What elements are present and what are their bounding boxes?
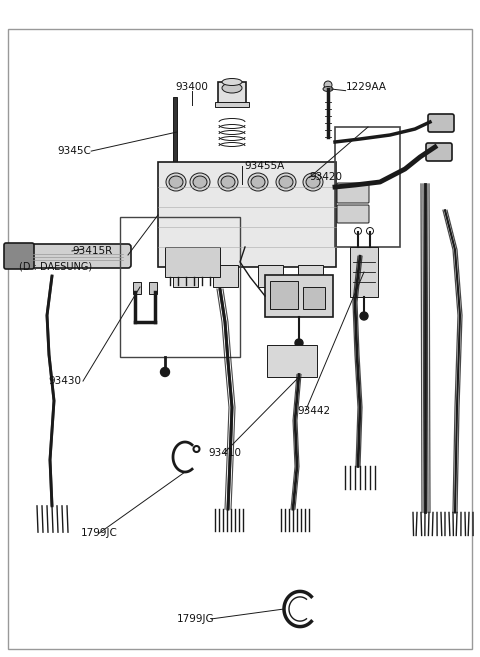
Circle shape xyxy=(295,339,303,347)
Circle shape xyxy=(360,312,368,320)
Text: 1799JG: 1799JG xyxy=(177,614,214,624)
Bar xyxy=(158,162,336,267)
Text: 93400: 93400 xyxy=(176,81,208,92)
Ellipse shape xyxy=(276,173,296,191)
FancyBboxPatch shape xyxy=(337,183,369,203)
FancyBboxPatch shape xyxy=(428,114,454,132)
Bar xyxy=(265,275,333,317)
Ellipse shape xyxy=(248,173,268,191)
FancyBboxPatch shape xyxy=(337,205,369,223)
Ellipse shape xyxy=(324,81,332,89)
Bar xyxy=(133,282,141,294)
Text: (D : DAESUNG): (D : DAESUNG) xyxy=(19,261,92,271)
Bar xyxy=(350,247,378,297)
Ellipse shape xyxy=(221,176,235,188)
Bar xyxy=(149,282,157,294)
Bar xyxy=(258,265,283,287)
Bar xyxy=(303,287,325,309)
Bar xyxy=(213,265,238,287)
Ellipse shape xyxy=(169,176,183,188)
Text: 93420: 93420 xyxy=(310,172,343,183)
Ellipse shape xyxy=(279,176,293,188)
Ellipse shape xyxy=(222,83,242,93)
Bar xyxy=(173,97,177,167)
Bar xyxy=(270,281,298,309)
Text: 93415R: 93415R xyxy=(72,246,112,256)
Bar xyxy=(218,82,246,104)
Bar xyxy=(335,127,400,247)
FancyBboxPatch shape xyxy=(426,143,452,161)
Bar xyxy=(267,345,317,377)
Bar xyxy=(215,102,249,107)
Ellipse shape xyxy=(193,176,207,188)
Text: 93455A: 93455A xyxy=(245,160,285,171)
Text: 93430: 93430 xyxy=(48,376,81,386)
Ellipse shape xyxy=(251,176,265,188)
Text: 9345C: 9345C xyxy=(57,146,91,156)
Ellipse shape xyxy=(166,173,186,191)
Ellipse shape xyxy=(218,173,238,191)
FancyBboxPatch shape xyxy=(25,244,131,268)
Text: 1799JC: 1799JC xyxy=(81,528,118,539)
Ellipse shape xyxy=(323,87,333,91)
Polygon shape xyxy=(173,167,177,175)
Text: 93410: 93410 xyxy=(209,448,242,459)
Ellipse shape xyxy=(303,173,323,191)
Bar xyxy=(165,247,220,277)
Bar xyxy=(120,217,240,357)
Bar xyxy=(298,265,323,287)
FancyBboxPatch shape xyxy=(4,243,34,269)
Ellipse shape xyxy=(190,173,210,191)
Text: 1229AA: 1229AA xyxy=(346,81,386,92)
Ellipse shape xyxy=(222,78,242,85)
Bar xyxy=(173,265,198,287)
Ellipse shape xyxy=(306,176,320,188)
Text: 93442: 93442 xyxy=(298,405,331,416)
Circle shape xyxy=(160,367,169,376)
